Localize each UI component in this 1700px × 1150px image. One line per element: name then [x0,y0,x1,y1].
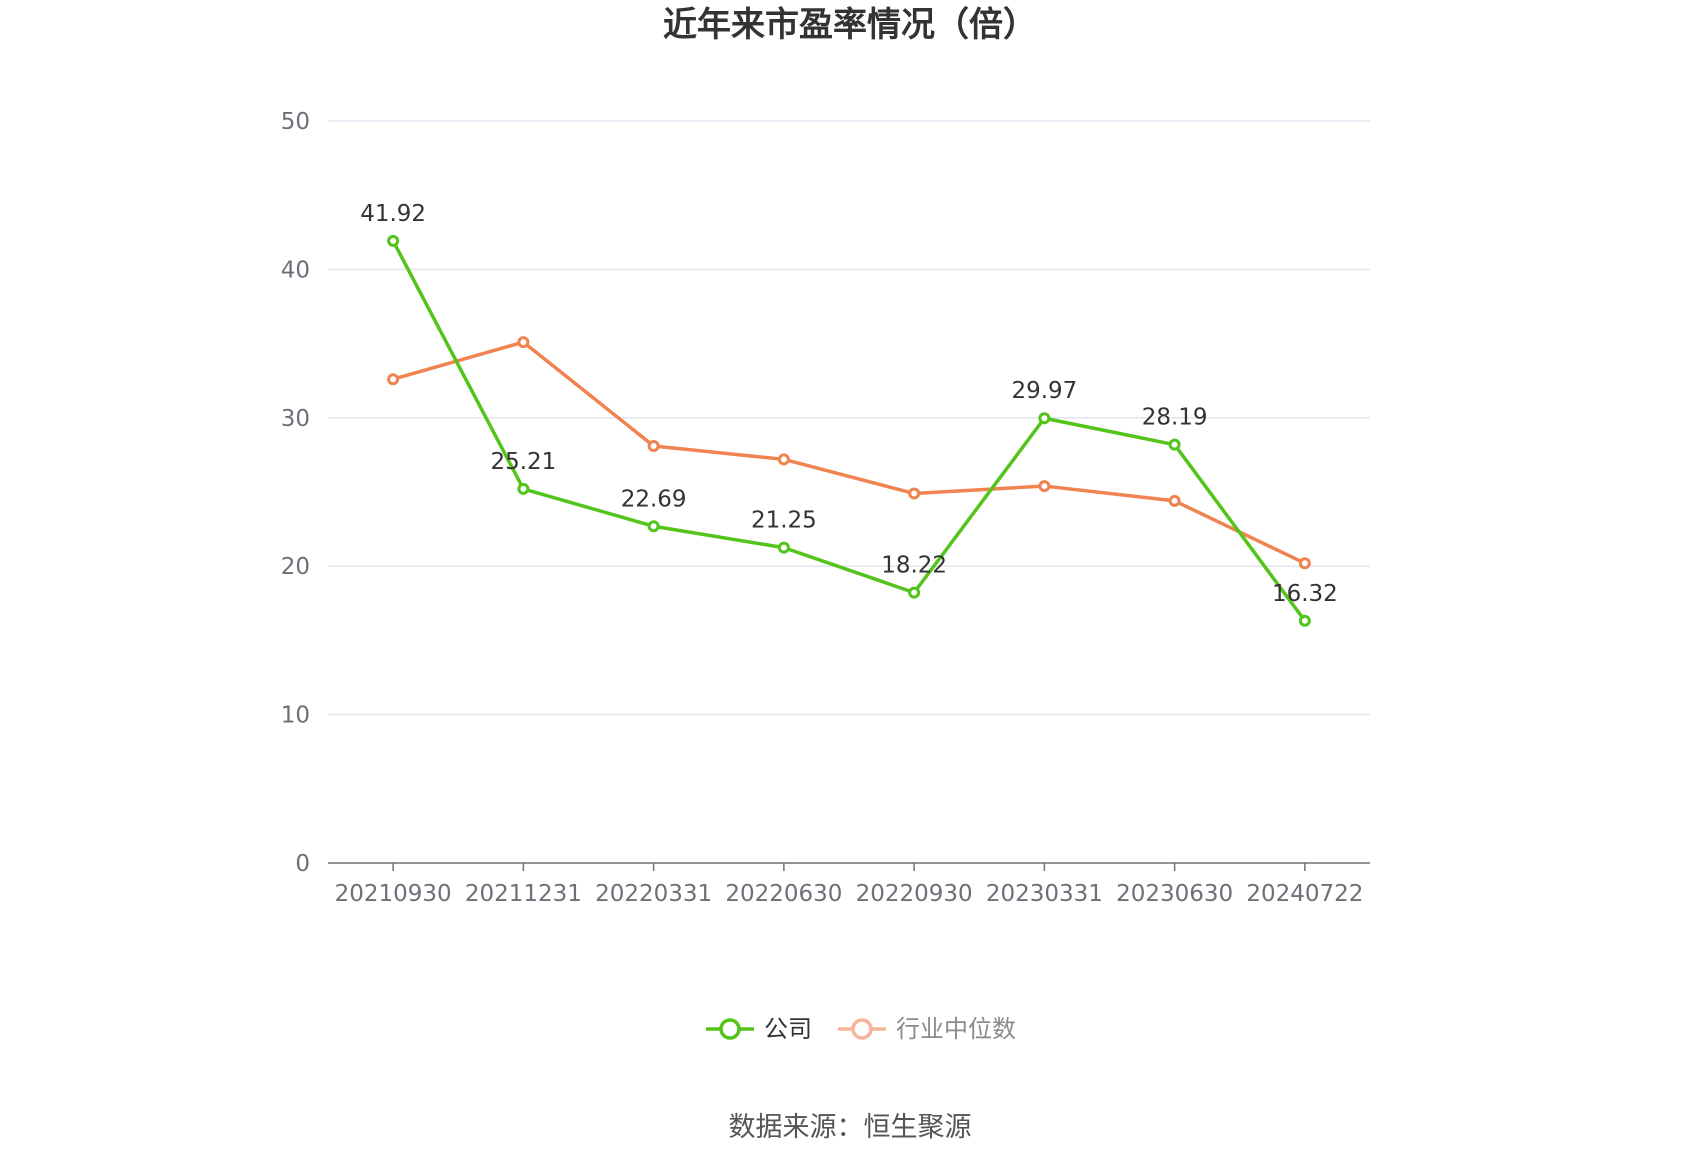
series-line [392,340,1306,565]
x-tick-label: 20230630 [1116,881,1233,907]
axes: 0 10 20 30 40 50 20210930 20211231 20220331 20220… [281,109,1370,907]
data-point[interactable] [517,336,530,349]
data-point[interactable] [777,453,790,466]
grid-lines [328,120,1370,716]
data-point[interactable] [908,586,921,599]
data-point[interactable] [647,520,660,533]
data-point[interactable] [1038,480,1051,493]
x-tick-label: 20220331 [595,881,712,907]
legend[interactable]: 公司 行业中位数 [706,1015,1016,1043]
data-point[interactable] [517,482,530,495]
data-label: 28.19 [1142,405,1208,431]
legend-label: 行业中位数 [896,1015,1016,1043]
x-tick-label: 20210930 [335,881,452,907]
source-note: 数据来源：恒生聚源 [729,1112,972,1143]
series-1 [387,336,1311,570]
data-label: 41.92 [360,201,426,227]
data-point[interactable] [777,541,790,554]
data-point[interactable] [387,234,400,247]
data-label: 22.69 [621,486,687,512]
x-tick-label: 20211231 [465,881,582,907]
data-point[interactable] [908,487,921,500]
series-line [391,240,1307,622]
data-point[interactable] [1168,438,1181,451]
data-label: 21.25 [751,508,817,534]
data-label: 18.22 [881,553,947,579]
data-point[interactable] [1168,494,1181,507]
y-tick-label: 20 [281,554,310,580]
data-label: 25.21 [490,449,556,475]
x-tick-label: 20220630 [725,881,842,907]
data-label: 29.97 [1011,378,1077,404]
y-tick-label: 40 [281,257,310,283]
x-tick-label: 20240722 [1246,881,1363,907]
data-point[interactable] [647,439,660,452]
chart-title: 近年来市盈率情况（倍） [663,5,1037,45]
legend-marker-icon [719,1018,741,1040]
series-0 [387,234,1311,627]
x-tick-label: 20220930 [856,881,973,907]
data-label: 16.32 [1272,581,1338,607]
x-tick-label: 20230331 [986,881,1103,907]
y-tick-label: 0 [295,851,310,877]
data-point[interactable] [1038,412,1051,425]
data-labels: 41.92 25.21 22.69 21.25 18.22 29.97 28.19 16.32 [360,201,1338,607]
data-point[interactable] [1298,614,1311,627]
series-layer [387,234,1311,627]
y-tick-label: 30 [281,406,310,432]
data-point[interactable] [1298,557,1311,570]
legend-marker-icon [851,1018,873,1040]
legend-label: 公司 [764,1015,812,1043]
legend-item-0[interactable]: 公司 [706,1015,812,1043]
y-tick-label: 10 [281,703,310,729]
y-tick-label: 50 [281,109,310,135]
legend-item-1[interactable]: 行业中位数 [838,1015,1016,1043]
data-point[interactable] [387,373,400,386]
